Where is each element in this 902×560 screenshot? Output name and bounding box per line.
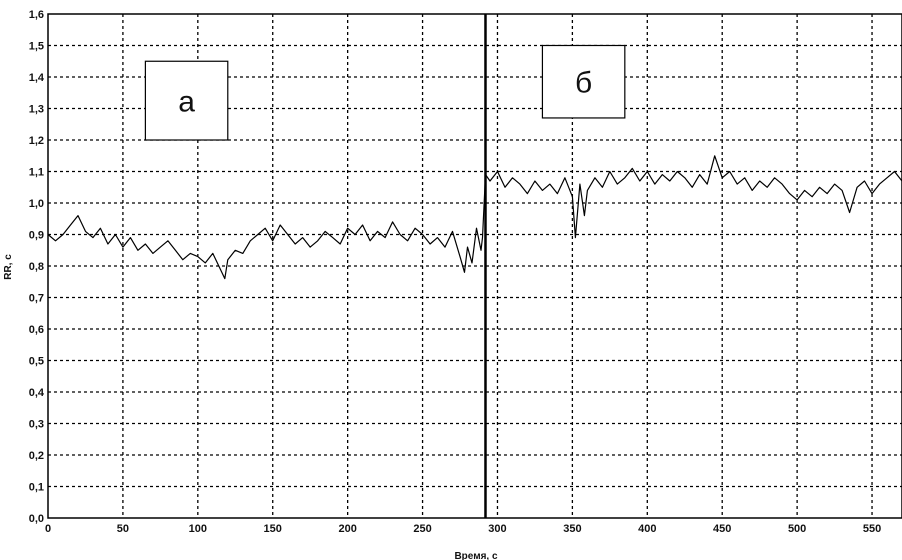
annotation-box-0	[144, 60, 229, 141]
y-axis-label: RR, с	[3, 254, 14, 280]
series-group	[47, 155, 902, 280]
x-tick-label: 450	[713, 523, 731, 535]
y-tick-label: 0,5	[29, 356, 44, 368]
y-tick-label: 0,6	[29, 324, 44, 336]
y-tick-label: 0,7	[29, 293, 44, 305]
rr-series-line-0	[47, 155, 902, 280]
x-tick-label: 100	[189, 523, 207, 535]
y-tick-label: 0,1	[29, 482, 44, 494]
x-tick-label: 200	[338, 523, 356, 535]
x-tick-label: 150	[264, 523, 282, 535]
x-tick-label: 50	[117, 523, 129, 535]
x-tick-label: 400	[638, 523, 656, 535]
y-tick-label: 1,5	[29, 41, 44, 53]
x-tick-label: 500	[788, 523, 806, 535]
y-tick-label: 1,2	[29, 135, 44, 147]
x-tick-labels: 0 50 100 150 200 250 300 350 400 450 500 550	[45, 523, 881, 535]
y-tick-label: 0,2	[29, 450, 44, 462]
y-tick-label: 1,4	[29, 72, 45, 84]
y-tick-label: 0,4	[29, 387, 45, 399]
x-tick-label: 350	[563, 523, 581, 535]
x-axis-label: Время, с	[454, 551, 498, 560]
y-tick-labels: 0,0 0,1 0,2 0,3 0,4 0,5 0,6 0,7 0,8 0,9 1,0 1,1 1,2 1…	[29, 9, 45, 525]
y-tick-label: 0,3	[29, 419, 44, 431]
y-tick-label: 1,0	[29, 198, 44, 210]
annotation-box-1	[541, 44, 626, 119]
y-tick-label: 1,6	[29, 9, 44, 21]
x-tick-label: 250	[413, 523, 431, 535]
panel-annotations: аб	[144, 44, 626, 141]
annotation-label-1: б	[575, 67, 592, 100]
y-tick-label: 1,1	[29, 167, 44, 179]
y-tick-label: 0,8	[29, 261, 44, 273]
x-tick-label: 550	[863, 523, 881, 535]
plot-frame	[47, 13, 902, 519]
y-tick-label: 0,9	[29, 230, 44, 242]
annotation-label-0: а	[178, 86, 195, 119]
y-tick-label: 1,3	[29, 104, 44, 116]
x-tick-label: 300	[488, 523, 506, 535]
y-tick-label: 0,0	[29, 513, 44, 525]
x-tick-label: 0	[45, 523, 51, 535]
